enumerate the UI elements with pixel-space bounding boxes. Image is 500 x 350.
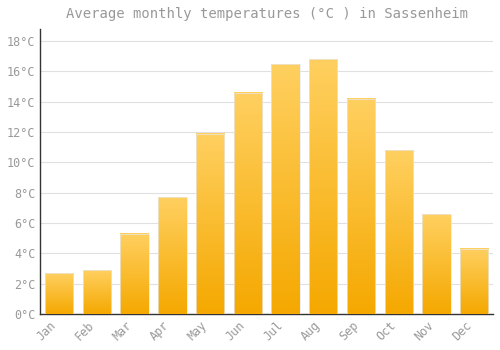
Bar <box>83 270 111 314</box>
Bar <box>309 60 338 314</box>
Bar <box>45 273 74 314</box>
Bar <box>158 197 186 314</box>
Title: Average monthly temperatures (°C ) in Sassenheim: Average monthly temperatures (°C ) in Sa… <box>66 7 468 21</box>
Bar <box>347 99 375 314</box>
Bar <box>422 214 450 314</box>
Bar <box>460 249 488 314</box>
Bar <box>384 150 413 314</box>
Bar <box>120 233 149 314</box>
Bar <box>234 93 262 314</box>
Bar <box>272 64 299 314</box>
Bar <box>196 134 224 314</box>
